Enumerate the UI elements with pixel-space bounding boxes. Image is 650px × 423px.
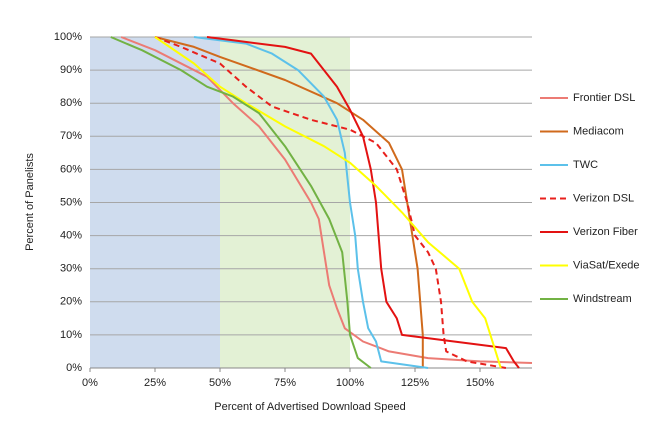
legend-label: TWC — [573, 159, 598, 171]
y-tick-label: 60% — [60, 163, 82, 175]
y-tick-label: 90% — [60, 64, 82, 76]
series-line — [154, 36, 424, 368]
x-tick-label: 125% — [401, 377, 429, 389]
y-axis-title: Percent of Panelists — [24, 153, 36, 251]
y-tick-label: 100% — [54, 31, 82, 43]
y-tick-label: 70% — [60, 130, 82, 142]
series-line — [193, 36, 429, 369]
series-line — [110, 36, 372, 369]
legend-label: ViaSat/Exede — [573, 259, 639, 271]
series-line — [206, 36, 520, 369]
legend-label: Windstream — [573, 293, 632, 305]
x-tick-label: 50% — [209, 377, 231, 389]
x-tick-label: 150% — [466, 377, 494, 389]
y-tick-label: 10% — [60, 329, 82, 341]
legend-label: Mediacom — [573, 125, 624, 137]
y-tick-label: 30% — [60, 263, 82, 275]
x-axis-title: Percent of Advertised Download Speed — [214, 401, 405, 413]
x-tick-label: 100% — [336, 377, 364, 389]
y-tick-label: 80% — [60, 97, 82, 109]
y-tick-label: 0% — [66, 362, 82, 374]
y-tick-label: 40% — [60, 230, 82, 242]
y-tick-label: 50% — [60, 196, 82, 208]
legend-label: Frontier DSL — [573, 92, 635, 104]
x-tick-label: 25% — [144, 377, 166, 389]
legend-label: Verizon DSL — [573, 192, 634, 204]
x-tick-label: 0% — [82, 377, 98, 389]
x-tick-label: 75% — [274, 377, 296, 389]
y-tick-label: 20% — [60, 296, 82, 308]
legend-label: Verizon Fiber — [573, 226, 638, 238]
series-line — [154, 36, 502, 369]
